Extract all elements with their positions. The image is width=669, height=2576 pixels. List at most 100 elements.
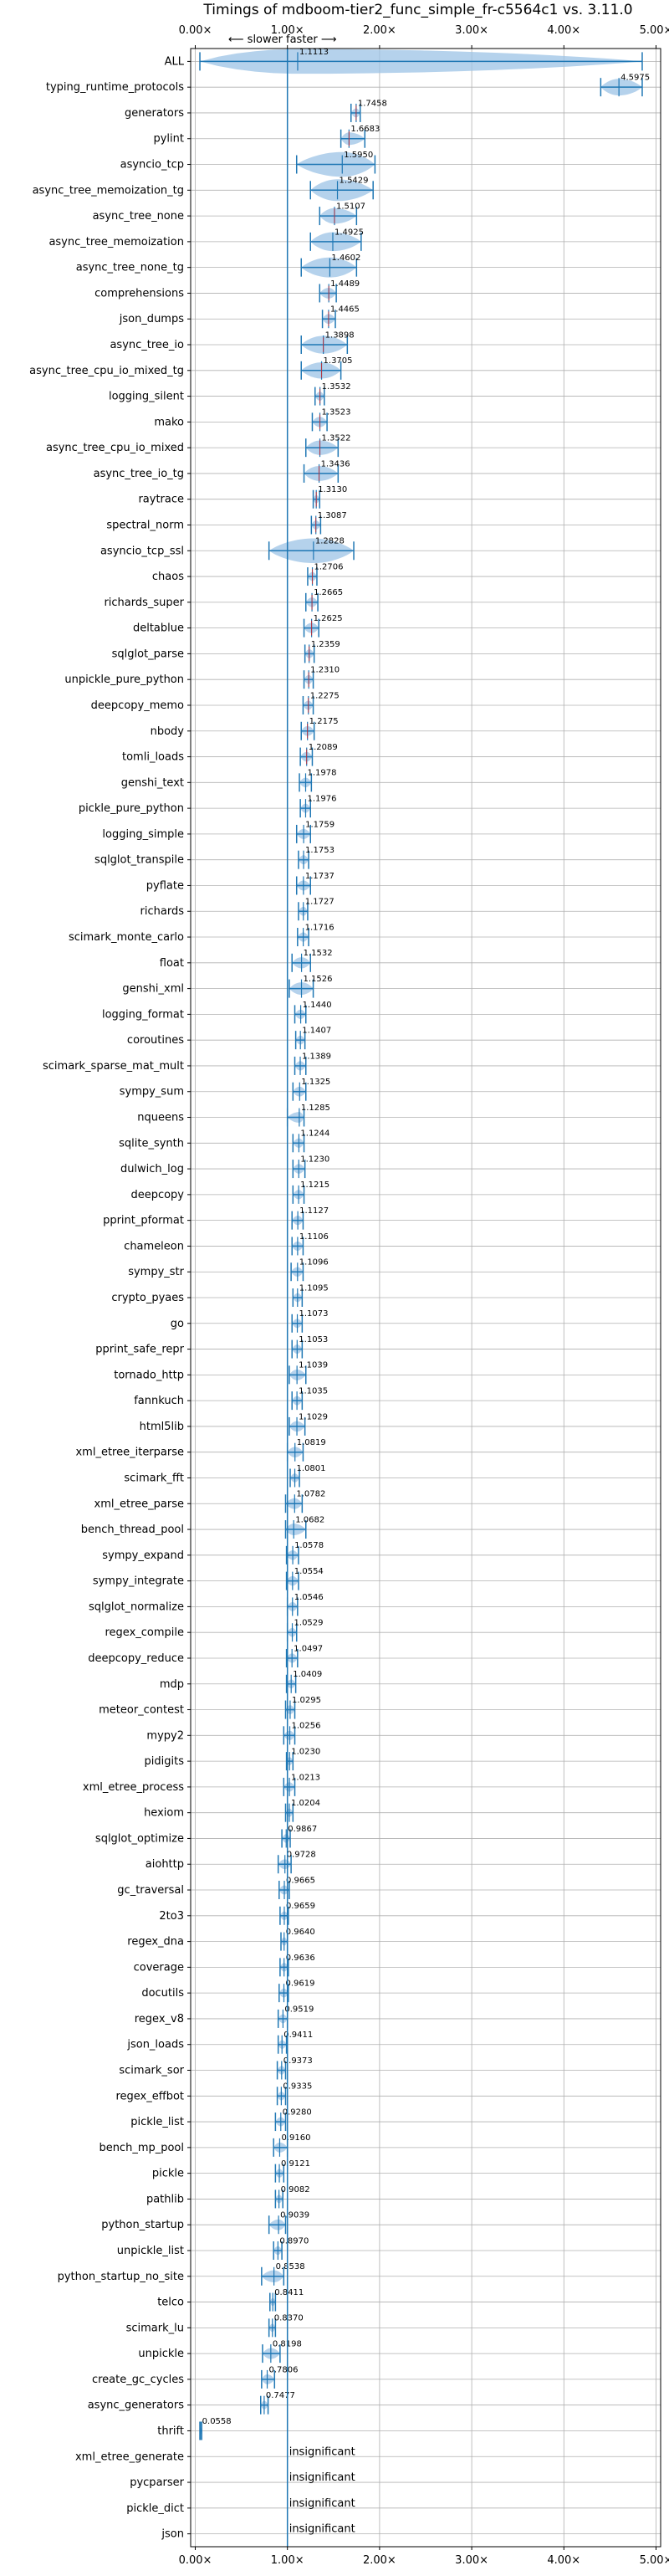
value-label: 1.0529 bbox=[294, 1619, 324, 1628]
value-label: 1.1759 bbox=[305, 820, 334, 829]
category-label: scimark_sparse_mat_mult bbox=[43, 1060, 184, 1073]
value-label: 1.0554 bbox=[294, 1567, 324, 1576]
value-label: 1.1106 bbox=[299, 1232, 329, 1242]
x-tick-label-top: 3.00× bbox=[455, 24, 488, 37]
category-label: regex_dna bbox=[127, 1936, 184, 1949]
value-label: 1.0801 bbox=[297, 1464, 326, 1473]
category-label: mako bbox=[154, 416, 184, 428]
value-label: 1.0409 bbox=[293, 1670, 322, 1679]
category-label: chaos bbox=[152, 571, 184, 583]
x-tick-label-bottom: 4.00× bbox=[547, 2554, 580, 2567]
plot-frame bbox=[190, 48, 661, 2548]
value-label: 0.9636 bbox=[286, 1954, 315, 1963]
value-label: 1.1716 bbox=[305, 923, 334, 932]
x-tick-label-bottom: 5.00× bbox=[640, 2554, 669, 2567]
category-label: async_generators bbox=[88, 2399, 185, 2412]
value-label: 1.0578 bbox=[294, 1541, 324, 1550]
category-label: aiohttp bbox=[146, 1858, 184, 1871]
violins bbox=[199, 49, 643, 2440]
value-label: 1.1389 bbox=[302, 1052, 331, 1061]
category-label: async_tree_cpu_io_mixed_tg bbox=[29, 365, 184, 377]
category-label: ALL bbox=[165, 55, 185, 68]
category-label: create_gc_cycles bbox=[92, 2374, 184, 2386]
value-label: 1.6683 bbox=[350, 125, 380, 134]
category-label: pprint_safe_repr bbox=[95, 1344, 184, 1356]
value-label: 1.1440 bbox=[303, 1001, 332, 1010]
category-label: go bbox=[171, 1318, 184, 1330]
category-label: sqlglot_transpile bbox=[94, 854, 184, 867]
value-label: 1.1035 bbox=[299, 1387, 328, 1396]
value-label: 1.1215 bbox=[300, 1180, 329, 1190]
value-label: 1.1976 bbox=[307, 794, 336, 803]
category-label: typing_runtime_protocols bbox=[46, 81, 184, 94]
category-label: python_startup bbox=[101, 2219, 184, 2231]
category-label: unpickle_pure_python bbox=[64, 673, 184, 686]
faster-label: faster ⟶ bbox=[286, 33, 337, 46]
value-label: 1.4602 bbox=[331, 254, 360, 263]
value-label: 1.0213 bbox=[291, 1773, 320, 1782]
insignificant-label: insignificant bbox=[289, 2497, 355, 2510]
category-label: genshi_text bbox=[121, 776, 184, 789]
value-label: 1.5950 bbox=[344, 151, 373, 160]
chart-title: Timings of mdboom-tier2_func_simple_fr-c… bbox=[202, 2, 632, 18]
insignificant-label: insignificant bbox=[289, 2523, 355, 2536]
category-label: richards bbox=[140, 905, 185, 918]
value-label: 1.1532 bbox=[304, 949, 333, 958]
category-label: logging_format bbox=[102, 1008, 184, 1021]
category-label: scimark_lu bbox=[126, 2322, 184, 2334]
value-label: 0.9665 bbox=[286, 1876, 315, 1885]
value-label: 1.1029 bbox=[299, 1412, 328, 1421]
category-label: raytrace bbox=[138, 494, 184, 506]
category-label: tomli_loads bbox=[122, 751, 184, 764]
category-label: meteor_contest bbox=[99, 1704, 184, 1717]
category-label: scimark_sor bbox=[119, 2065, 184, 2077]
category-label: sqlglot_optimize bbox=[95, 1832, 184, 1845]
value-label: 1.1127 bbox=[299, 1206, 329, 1216]
category-label: xml_etree_process bbox=[83, 1781, 184, 1794]
value-label: 0.9160 bbox=[281, 2133, 310, 2143]
category-label: json_dumps bbox=[119, 313, 184, 325]
value-label: 1.1753 bbox=[305, 846, 334, 855]
category-label: thrift bbox=[157, 2425, 184, 2437]
category-label: tornado_http bbox=[114, 1369, 184, 1381]
value-label: 1.2706 bbox=[314, 562, 344, 571]
value-label: 1.7458 bbox=[358, 99, 387, 108]
category-labels: ALL typing_runtime_protocols generators pyl… bbox=[29, 55, 185, 2540]
value-label: 1.1073 bbox=[299, 1309, 329, 1319]
category-label: coroutines bbox=[127, 1034, 184, 1047]
value-label: 1.1244 bbox=[300, 1129, 329, 1139]
category-label: xml_etree_generate bbox=[75, 2451, 184, 2463]
value-label: 1.1526 bbox=[304, 975, 333, 984]
x-tick-label-top: 2.00× bbox=[363, 24, 396, 37]
insignificant-label: insignificant bbox=[289, 2445, 355, 2458]
value-label: 1.3523 bbox=[322, 408, 351, 417]
value-label: 1.4489 bbox=[330, 279, 360, 289]
slower-label: ⟵ slower bbox=[228, 33, 283, 46]
category-label: scimark_monte_carlo bbox=[69, 931, 184, 944]
x-tick-label-bottom: 2.00× bbox=[363, 2554, 396, 2567]
category-label: unpickle_list bbox=[117, 2245, 184, 2257]
category-label: mypy2 bbox=[146, 1729, 184, 1742]
category-label: async_tree_memoization bbox=[49, 236, 184, 248]
category-label: async_tree_io bbox=[110, 339, 184, 351]
category-label: docutils bbox=[141, 1987, 184, 2000]
category-label: xml_etree_iterparse bbox=[75, 1447, 184, 1459]
category-label: json_loads bbox=[126, 2039, 184, 2051]
category-label: chameleon bbox=[124, 1240, 184, 1252]
x-tick-label-top: 5.00× bbox=[640, 24, 669, 37]
x-tick-label-top: 4.00× bbox=[547, 24, 580, 37]
category-label: async_tree_cpu_io_mixed bbox=[46, 442, 184, 454]
value-label: 0.9082 bbox=[281, 2185, 310, 2194]
category-label: pickle_list bbox=[130, 2116, 184, 2128]
category-label: regex_effbot bbox=[115, 2090, 184, 2102]
value-label: 0.9659 bbox=[286, 1902, 315, 1911]
category-label: async_tree_none bbox=[93, 210, 184, 223]
value-label: 0.9373 bbox=[283, 2056, 313, 2066]
value-label: 1.4465 bbox=[330, 305, 360, 315]
value-label: 0.9640 bbox=[286, 1928, 315, 1937]
category-label: asyncio_tcp bbox=[120, 159, 184, 172]
value-label: 0.8970 bbox=[279, 2236, 309, 2246]
value-label: 1.0546 bbox=[294, 1593, 324, 1602]
value-label: 0.7806 bbox=[269, 2365, 299, 2374]
